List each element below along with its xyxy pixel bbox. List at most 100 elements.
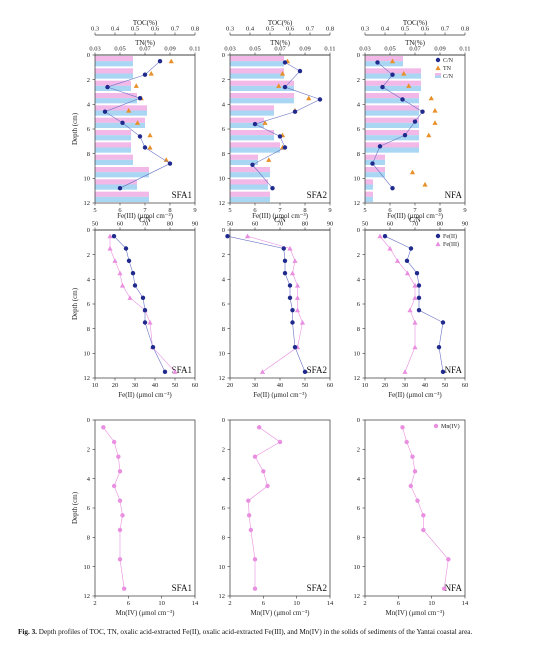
mn-line (402, 427, 449, 589)
legend-toc-label: C/N (443, 74, 454, 80)
x-tick-label: 30 (252, 382, 259, 389)
x-tick-label: 2 (228, 600, 231, 607)
x-tick-label: 30 (132, 382, 139, 389)
x-tick-label: 40 (277, 382, 284, 389)
toc-bar (95, 196, 149, 203)
x-tick-label: 14 (327, 600, 334, 607)
mn-point (246, 513, 252, 518)
x-axis-label: Mn(IV) (μmol cm⁻³) (116, 609, 176, 617)
y-tick-label: 10 (84, 351, 91, 358)
x-tick-label: 50 (442, 382, 449, 389)
tn-axis-tick-label: 0.11 (324, 46, 335, 53)
y-tick-label: 6 (357, 505, 361, 512)
toc-bar (365, 85, 421, 92)
fe3-axis-label: Fe(III) (μmol cm⁻³) (117, 212, 173, 220)
fe2-point (287, 295, 293, 301)
fe3-axis-tick-label: 50 (92, 221, 99, 228)
y-tick-label: 10 (84, 176, 91, 183)
y-tick-label: 12 (354, 375, 361, 382)
mn-point (277, 439, 283, 445)
tn-point (389, 58, 396, 64)
cn-point (142, 72, 148, 77)
x-tick-label: 40 (152, 382, 159, 389)
fe2-point (123, 246, 129, 251)
cn-point (400, 97, 405, 102)
tn-point (401, 70, 407, 76)
mn-point (117, 527, 123, 533)
fe3-line (109, 236, 176, 373)
x-axis-label: C/N (409, 216, 421, 224)
mn-point (117, 498, 123, 503)
toc-bar (230, 184, 268, 190)
x-axis-label: Fe(II) (μmol cm⁻³) (118, 391, 172, 399)
tn-point (266, 157, 272, 162)
toc-bar (230, 80, 294, 86)
toc-bar (365, 122, 419, 129)
toc-bar (95, 61, 133, 67)
x-tick-label: 20 (382, 382, 389, 389)
x-axis-label: C/N (274, 216, 286, 224)
y-tick-label: 10 (219, 176, 226, 183)
tn-point (148, 70, 154, 76)
legend-fe3-label: Fe(III) (443, 241, 459, 248)
cn-point (167, 161, 173, 166)
cn-point (117, 186, 123, 191)
site-label: NFA (445, 583, 463, 593)
x-tick-label: 14 (192, 600, 199, 607)
fe3-axis-tick-label: 90 (327, 221, 334, 228)
mn-point (410, 454, 415, 459)
fe3-point (287, 245, 293, 251)
fe3-point (412, 319, 418, 325)
site-label: SFA1 (172, 365, 192, 375)
toc-axis-tick-label: 0.3 (361, 26, 369, 33)
fe2-point (292, 344, 298, 350)
x-tick-label: 6 (388, 207, 392, 214)
fe2-point (416, 307, 422, 313)
fe2-point (302, 369, 308, 375)
plot-frame (94, 229, 196, 379)
tn-point (426, 132, 432, 138)
fe2-point (440, 369, 446, 375)
toc-bar (365, 68, 421, 74)
y-tick-label: 0 (222, 417, 225, 424)
fe2-point (132, 283, 138, 288)
tn-point (134, 120, 141, 125)
toc-axis-tick-label: 0.8 (191, 26, 199, 33)
tn-axis-tick-label: 0.09 (164, 46, 175, 53)
site-label: NFA (445, 365, 463, 375)
fe3-point (407, 307, 413, 313)
x-tick-label: 30 (402, 382, 409, 389)
fe3-axis-tick-label: 60 (117, 221, 124, 228)
cn-point (317, 97, 323, 102)
toc-bar (95, 80, 131, 86)
cn-point (402, 132, 408, 138)
fe2-line (384, 235, 444, 372)
site-label: SFA2 (307, 190, 327, 200)
tn-point (306, 95, 312, 101)
toc-bar (230, 191, 270, 197)
tn-point (406, 83, 412, 88)
toc-bar (365, 184, 373, 190)
y-tick-label: 8 (222, 326, 225, 333)
y-tick-label: 12 (354, 593, 361, 600)
mn-point (117, 469, 123, 474)
mn-point (121, 586, 127, 591)
tn-axis-tick-label: 0.07 (139, 46, 151, 53)
y-tick-label: 2 (87, 77, 90, 84)
toc-axis-label: TOC(%) (133, 19, 158, 27)
fe3-point (112, 258, 118, 263)
mn-point (421, 527, 426, 533)
site-label: SFA1 (172, 583, 192, 593)
chart-toc-tn-cn-sfa2: 0 2 4 6 8 10 125 6 7 8 9 C/N SFA2 0.03 0.05 0.07 0.09 0.1… (219, 19, 336, 224)
toc-bar (365, 172, 385, 178)
toc-bar (95, 159, 133, 166)
y-tick-label: 2 (357, 77, 360, 84)
cn-line (104, 60, 171, 189)
legend-mn-label: Mn(IV) (441, 423, 460, 430)
x-tick-label: 7 (143, 207, 147, 214)
toc-axis-tick-label: 0.6 (421, 26, 430, 33)
y-tick-label: 6 (222, 126, 226, 133)
caption-label: Fig. 3. (18, 628, 37, 636)
fe2-point (111, 233, 117, 239)
fe2-point (126, 258, 132, 264)
